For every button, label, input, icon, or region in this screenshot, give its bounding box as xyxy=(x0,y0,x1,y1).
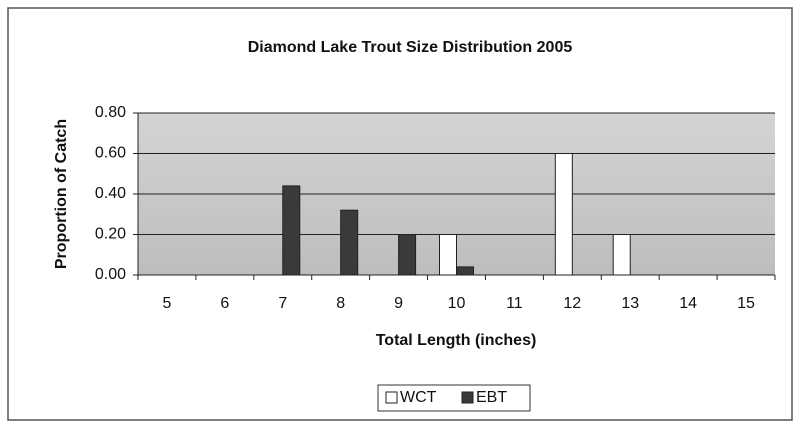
legend-swatch xyxy=(461,391,474,404)
x-tick-label: 10 xyxy=(448,295,466,312)
x-tick-label: 5 xyxy=(163,295,172,312)
bar xyxy=(554,153,573,276)
x-tick-label: 6 xyxy=(220,295,229,312)
y-tick-label: 0.00 xyxy=(95,266,126,283)
x-tick-label: 14 xyxy=(679,295,697,312)
bar xyxy=(340,209,359,276)
y-axis-title: Proportion of Catch xyxy=(53,119,70,269)
x-tick-label: 15 xyxy=(737,295,755,312)
y-tick-label: 0.60 xyxy=(95,145,126,162)
bar xyxy=(456,266,474,276)
chart-title: Diamond Lake Trout Size Distribution 200… xyxy=(248,39,573,56)
bar xyxy=(612,234,631,276)
x-tick-label: 9 xyxy=(394,295,403,312)
y-tick-label: 0.80 xyxy=(95,104,126,121)
x-tick-label: 7 xyxy=(278,295,287,312)
legend-swatch xyxy=(385,391,398,404)
x-tick-label: 13 xyxy=(621,295,639,312)
x-tick-label: 12 xyxy=(563,295,581,312)
legend-label: EBT xyxy=(476,389,507,406)
x-tick-label: 11 xyxy=(506,295,523,312)
bar xyxy=(439,234,457,276)
bar xyxy=(282,185,301,276)
x-axis-title: Total Length (inches) xyxy=(376,332,537,349)
y-tick-label: 0.40 xyxy=(95,185,126,202)
x-tick-label: 8 xyxy=(336,295,345,312)
legend-label: WCT xyxy=(400,389,437,406)
y-tick-label: 0.20 xyxy=(95,226,126,243)
legend-box xyxy=(377,384,531,412)
bar xyxy=(398,234,417,276)
